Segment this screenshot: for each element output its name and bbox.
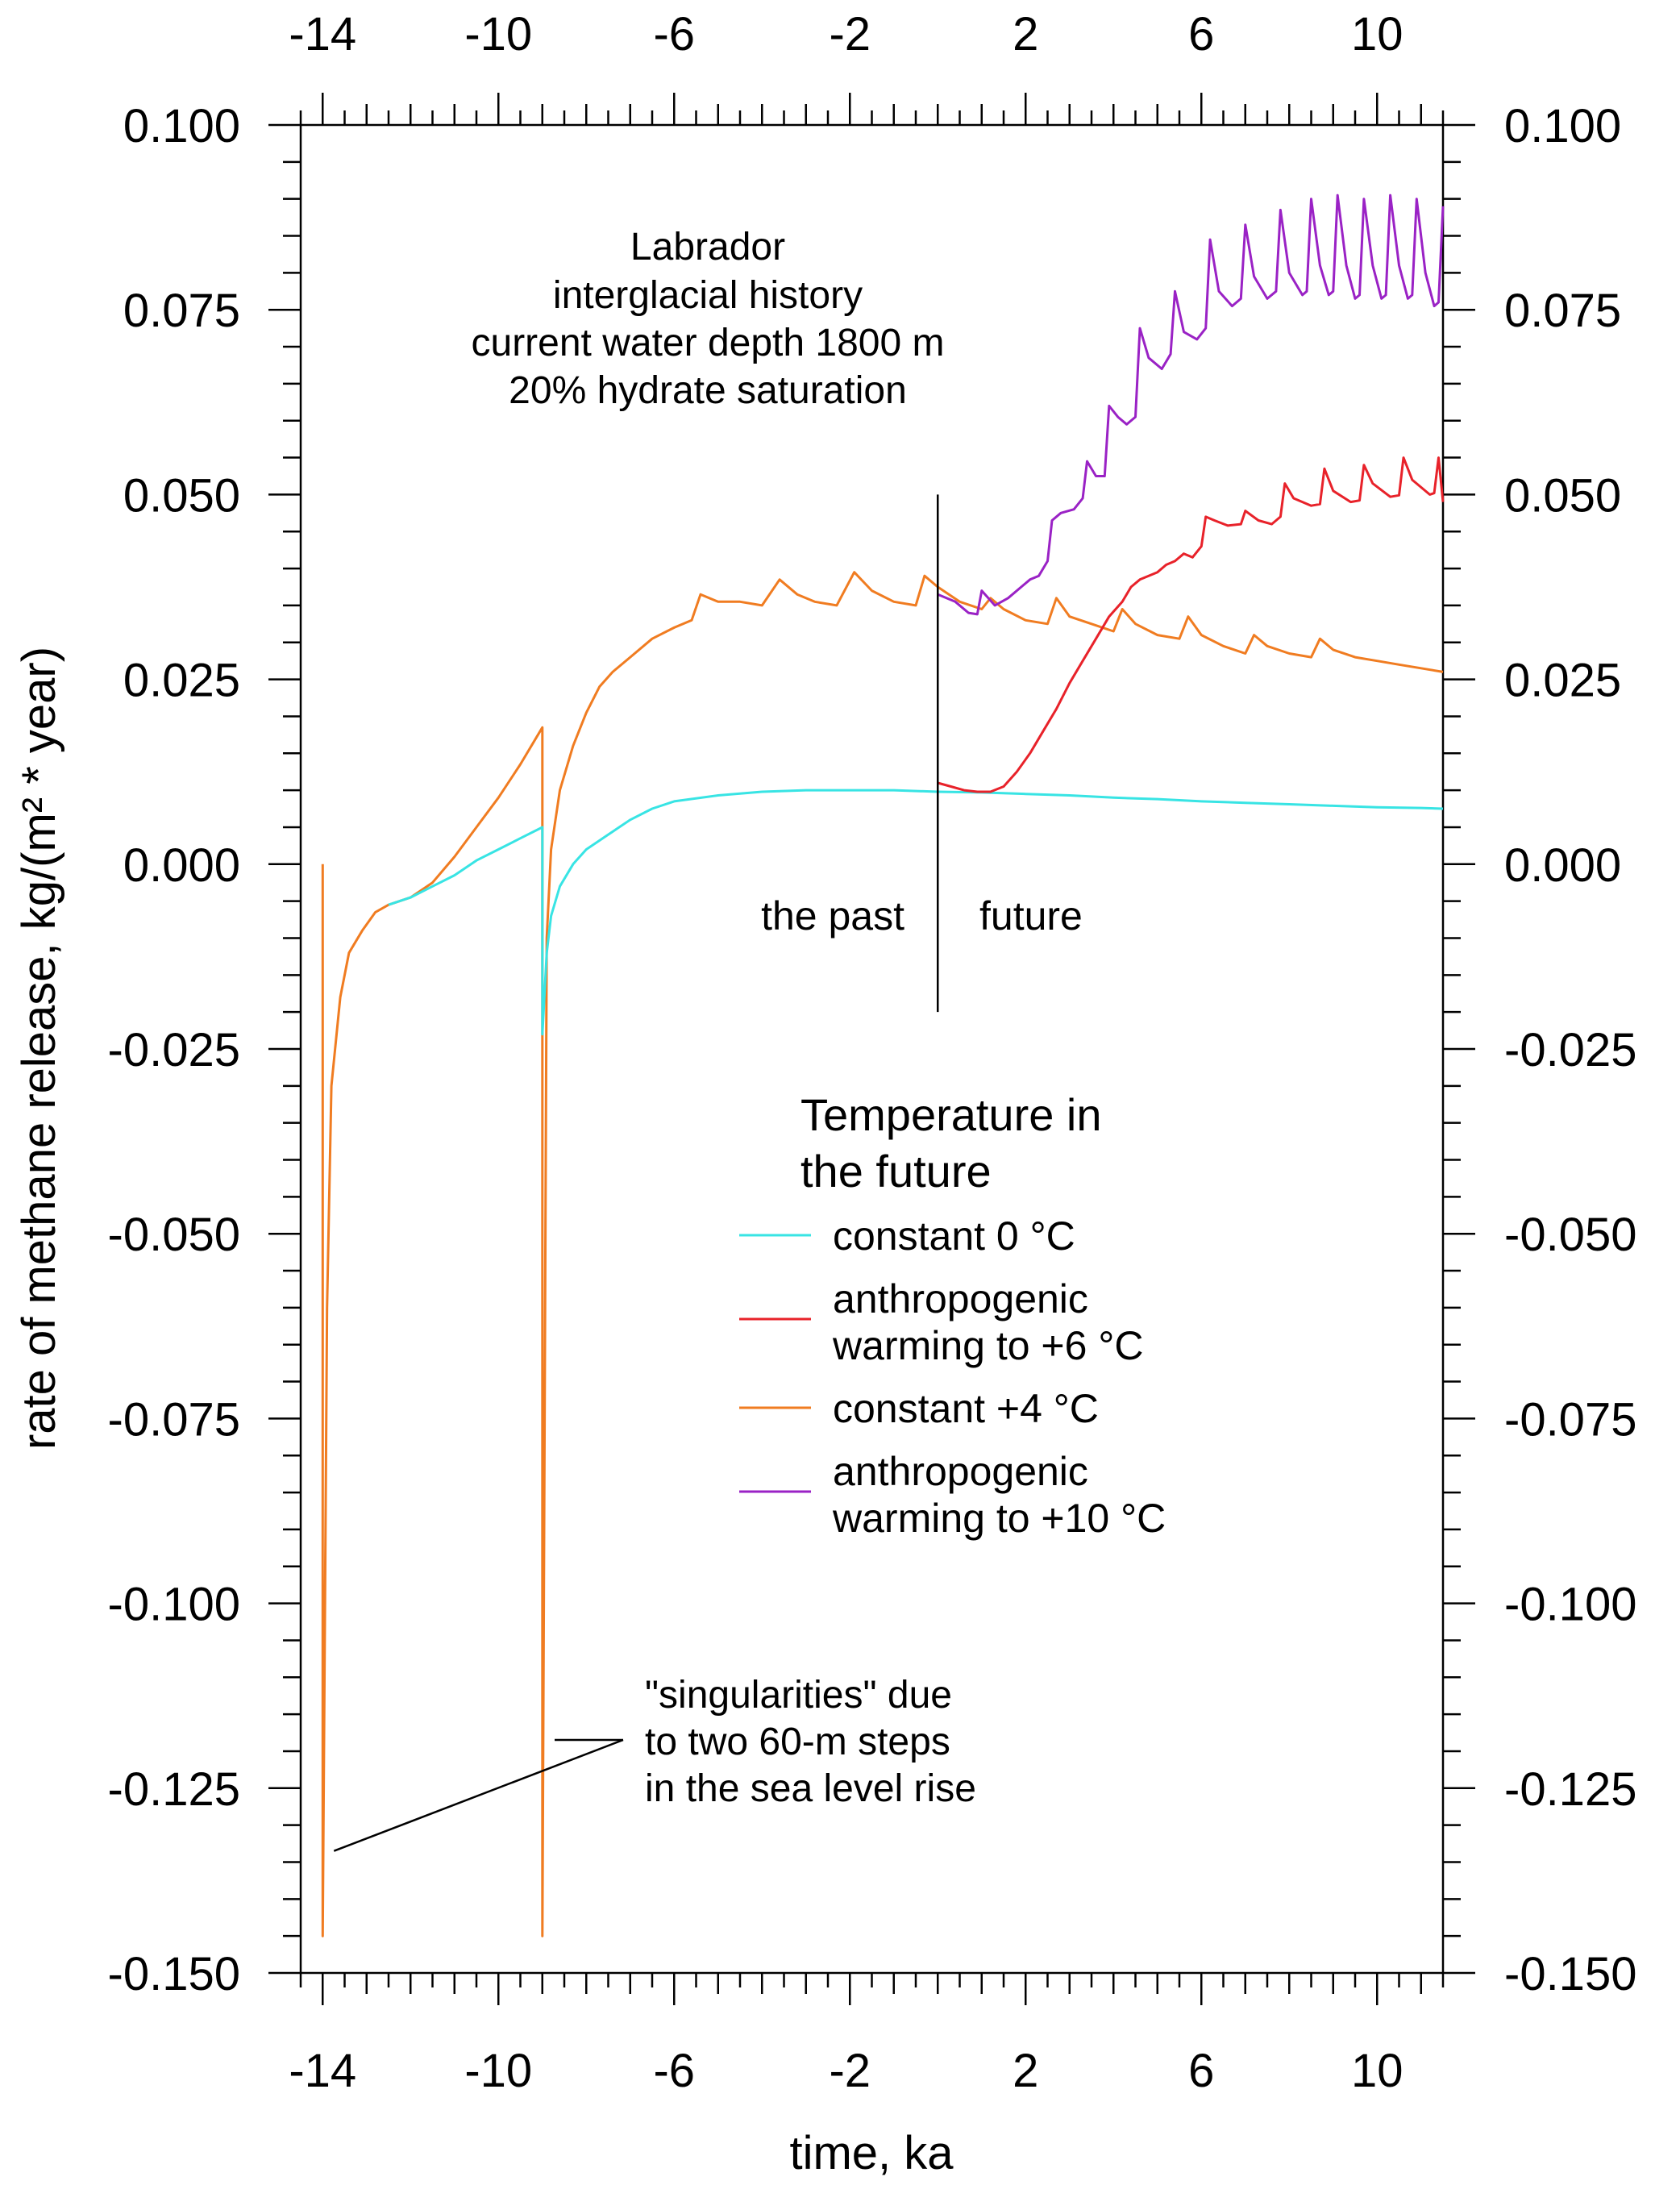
y-tick-label-left: -0.125 [108,1763,240,1816]
axis-ticks [268,93,1475,2005]
x-tick-label-top: -14 [289,8,356,60]
y-axis-label: rate of methane release, kg/(m² * year) [13,647,65,1450]
y-tick-label-left: -0.150 [108,1948,240,2000]
legend-title-line: the future [800,1146,992,1197]
y-tick-label-left: 0.075 [123,285,240,337]
y-tick-label-right: 0.025 [1504,655,1621,707]
y-tick-label-left: 0.000 [123,839,240,892]
legend-label: anthropogenic [833,1449,1088,1494]
x-tick-label-top: 10 [1351,8,1403,60]
y-tick-label-left: 0.050 [123,469,240,522]
x-tick-label-bottom: -6 [653,2045,695,2097]
x-tick-label-bottom: 10 [1351,2045,1403,2097]
annotation-line: current water depth 1800 m [472,322,945,364]
y-tick-label-left: -0.025 [108,1024,240,1076]
legend-label: constant 0 °C [833,1213,1075,1259]
series-line [321,571,1444,1937]
y-tick-label-right: 0.100 [1504,100,1621,152]
x-tick-label-top: -2 [829,8,871,60]
x-tick-label-top: -10 [464,8,532,60]
legend-label: warming to +10 °C [832,1496,1166,1541]
y-tick-label-right: -0.100 [1504,1579,1636,1631]
legend-label: warming to +6 °C [832,1323,1143,1368]
annotation-line: 20% hydrate saturation [509,369,907,412]
series-line [937,194,1445,616]
y-tick-label-right: 0.000 [1504,839,1621,892]
x-tick-label-top: 2 [1013,8,1038,60]
x-tick-label-top: -6 [653,8,695,60]
past-label: the past [761,893,904,939]
axis-tick-labels: -14 -14 -10 -10 -6 -6 -2 -2 2 2 6 6 10 10 0.100 0.100 0.… [108,8,1637,2097]
y-tick-label-right: -0.050 [1504,1209,1636,1261]
singularity-note-line: to two 60-m steps [645,1721,950,1763]
x-tick-label-bottom: 2 [1013,2045,1038,2097]
y-tick-label-left: 0.025 [123,655,240,707]
x-tick-label-bottom: -14 [289,2045,356,2097]
singularity-note-line: "singularities" due [645,1674,952,1717]
series-line [937,456,1445,793]
x-tick-label-top: 6 [1188,8,1214,60]
annotation-block: Labrador interglacial history current wa… [472,226,945,412]
legend-title-line: Temperature in [800,1089,1102,1140]
y-tick-label-left: 0.100 [123,100,240,152]
singularity-note: "singularities" due to two 60-m steps in… [645,1674,976,1810]
y-tick-label-left: -0.100 [108,1579,240,1631]
y-tick-label-left: -0.075 [108,1393,240,1446]
y-tick-label-right: -0.125 [1504,1763,1636,1816]
pointer-line [333,1738,624,1852]
y-tick-label-right: -0.025 [1504,1024,1636,1076]
x-tick-label-bottom: -10 [464,2045,532,2097]
y-tick-label-left: -0.050 [108,1209,240,1261]
series-layer [321,194,1445,1937]
x-tick-label-bottom: 6 [1188,2045,1214,2097]
y-tick-label-right: -0.150 [1504,1948,1636,2000]
legend-label: constant +4 °C [833,1386,1099,1431]
series-line [388,789,1444,1036]
x-axis-label: time, ka [789,2127,954,2179]
x-tick-label-bottom: -2 [829,2045,871,2097]
y-tick-label-right: -0.075 [1504,1393,1636,1446]
legend: Temperature in the future constant 0 °C … [739,1089,1166,1541]
y-tick-label-right: 0.050 [1504,469,1621,522]
annotation-line: interglacial history [553,274,863,317]
future-label: future [979,893,1083,939]
singularity-pointers [333,1738,624,1852]
singularity-note-line: in the sea level rise [645,1767,976,1810]
annotation-line: Labrador [630,226,785,268]
legend-label: anthropogenic [833,1276,1088,1321]
y-tick-label-right: 0.075 [1504,285,1621,337]
